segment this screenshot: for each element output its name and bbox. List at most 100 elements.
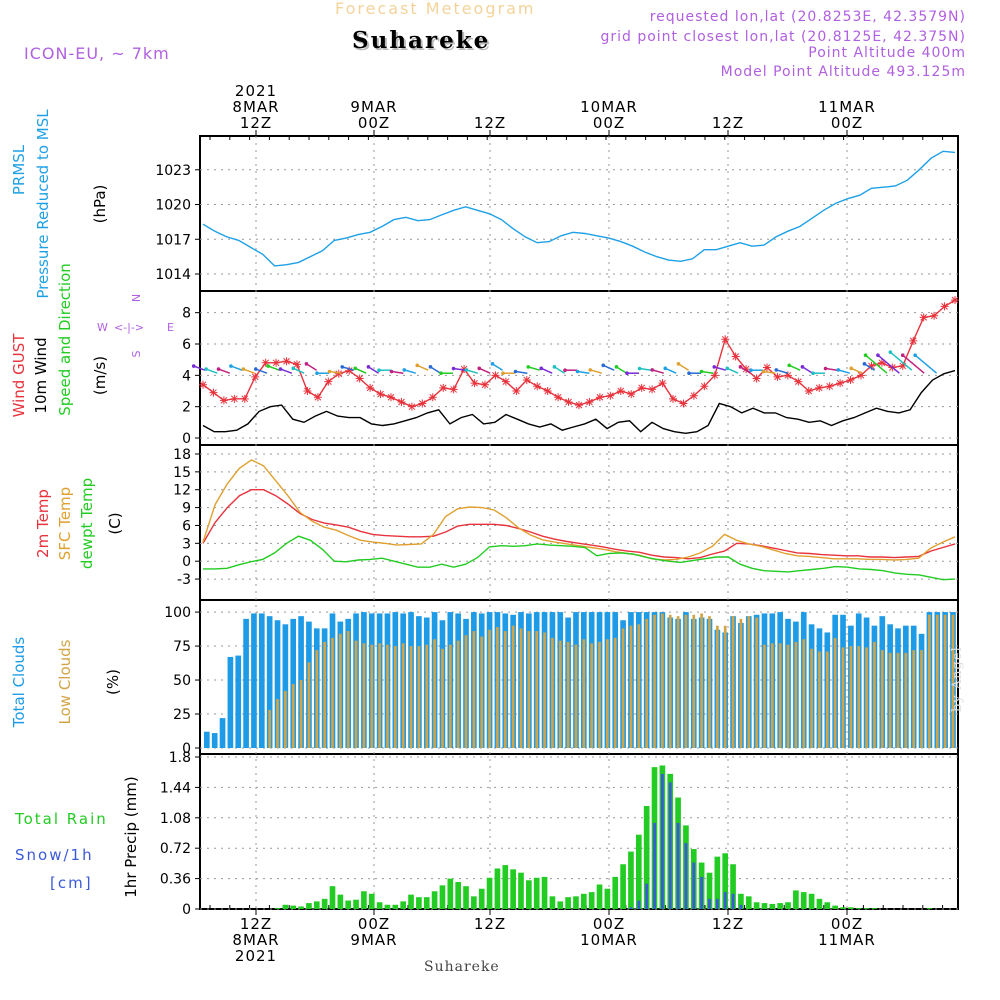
time-label-top: 00Z: [358, 114, 390, 132]
bar: [370, 644, 374, 748]
bar: [928, 614, 931, 748]
bar: [912, 650, 916, 748]
bar: [848, 907, 854, 909]
bar: [329, 886, 336, 909]
bar: [535, 631, 539, 748]
bar: [888, 652, 892, 748]
wind-arrow: [639, 367, 652, 371]
panel-wind: 0 2 4 6 8 Wind GUST 10m Wind Speed and Directio…: [10, 263, 959, 447]
bar: [480, 636, 484, 748]
bar: [661, 613, 664, 748]
compass-s: S: [130, 350, 143, 357]
bar: [211, 733, 218, 748]
compass-n: N: [130, 294, 143, 302]
compass-e: E: [167, 321, 174, 334]
wind-arrow-head: [278, 367, 283, 371]
bar: [464, 635, 468, 748]
panel-label-wind: Wind GUST 10m Wind Speed and Direction (m/s…: [10, 263, 174, 417]
bar: [951, 614, 955, 748]
wind-arrow: [453, 367, 466, 371]
time-label-bottom: 12Z: [240, 915, 272, 933]
wind-arrow: [678, 363, 689, 371]
series-2m-temp: [202, 489, 956, 560]
bar: [488, 629, 491, 748]
wind-arrow-head: [415, 363, 420, 368]
y-tick-label: 6: [182, 337, 191, 353]
time-label-bottom: 00Z: [593, 915, 625, 933]
y-tick-label: 0: [182, 431, 191, 447]
bar: [692, 862, 696, 909]
point-altitude: Point Altitude 400m: [808, 45, 966, 61]
wind-arrow-head: [823, 366, 828, 371]
wind-arrow: [329, 370, 342, 374]
legend-text: Total Clouds: [10, 637, 28, 729]
bar: [582, 639, 586, 748]
bar: [824, 902, 831, 909]
gust-marker: [731, 352, 740, 361]
series-dewpt-temp: [203, 535, 956, 581]
series-wind-gust-markers: [199, 296, 959, 411]
wind-arrow-head: [625, 371, 629, 376]
wind-arrow: [877, 354, 900, 374]
bar: [604, 888, 611, 909]
gust-marker: [387, 393, 395, 402]
wind-arrow: [404, 369, 417, 374]
wind-arrow: [193, 365, 206, 371]
wind-arrow: [802, 366, 813, 374]
bar: [282, 904, 289, 909]
wind-arrow-head: [738, 365, 743, 369]
wind-arrow-head: [513, 369, 518, 374]
gust-marker: [240, 394, 249, 403]
wind-arrow-head: [588, 368, 593, 372]
gust-marker: [272, 358, 281, 367]
bar: [486, 877, 493, 909]
gust-marker: [324, 377, 333, 386]
wind-arrow-head: [761, 369, 766, 374]
bar: [920, 650, 923, 748]
y-tick-label: 0: [182, 902, 191, 918]
credit-watermark: by Angel: [950, 646, 965, 712]
bar: [448, 644, 452, 748]
panel-precip: 0 0.36 0.72 1.08 1.44 1.8 Total Rain Snow/1h [cm…: [14, 750, 958, 918]
y-tick-label: 2: [182, 400, 191, 416]
bar: [708, 898, 711, 909]
gust-marker: [606, 391, 615, 400]
y-tick-label: 1014: [155, 267, 191, 283]
wind-arrow-head: [451, 366, 456, 371]
panel-label-clouds: Total Clouds Low Clouds (%): [10, 637, 122, 729]
series-snow-1h: [629, 773, 743, 909]
wind-arrow-head: [563, 368, 567, 373]
bar: [590, 643, 594, 748]
bar: [362, 643, 366, 748]
bar: [722, 853, 729, 909]
gust-marker: [282, 357, 291, 366]
bar: [408, 894, 414, 909]
bar: [346, 631, 350, 748]
bar: [676, 616, 680, 748]
bar: [841, 647, 845, 748]
wind-arrow: [850, 367, 863, 374]
gust-marker: [303, 387, 312, 395]
wind-arrow-head: [800, 365, 805, 369]
gust-marker: [554, 393, 563, 402]
axis-unit: (m/s): [91, 356, 109, 395]
bar: [738, 893, 744, 909]
wind-arrow: [902, 354, 925, 374]
wind-arrow-head: [366, 365, 371, 369]
bar: [692, 614, 696, 748]
bar: [635, 834, 642, 909]
location-title: Suhareke: [352, 27, 491, 54]
bar: [668, 782, 672, 909]
bar: [258, 613, 265, 748]
wind-arrow: [243, 368, 255, 374]
bar: [786, 644, 790, 748]
wind-arrow-head: [315, 371, 319, 376]
wind-arrow: [306, 363, 317, 371]
y-tick-label: -3: [177, 572, 191, 588]
bar: [503, 631, 507, 748]
wind-arrow-head: [913, 353, 917, 358]
bar: [700, 876, 704, 909]
wind-arrow: [788, 364, 801, 371]
bar: [494, 868, 501, 909]
y-tick-label: 1.08: [160, 811, 191, 827]
